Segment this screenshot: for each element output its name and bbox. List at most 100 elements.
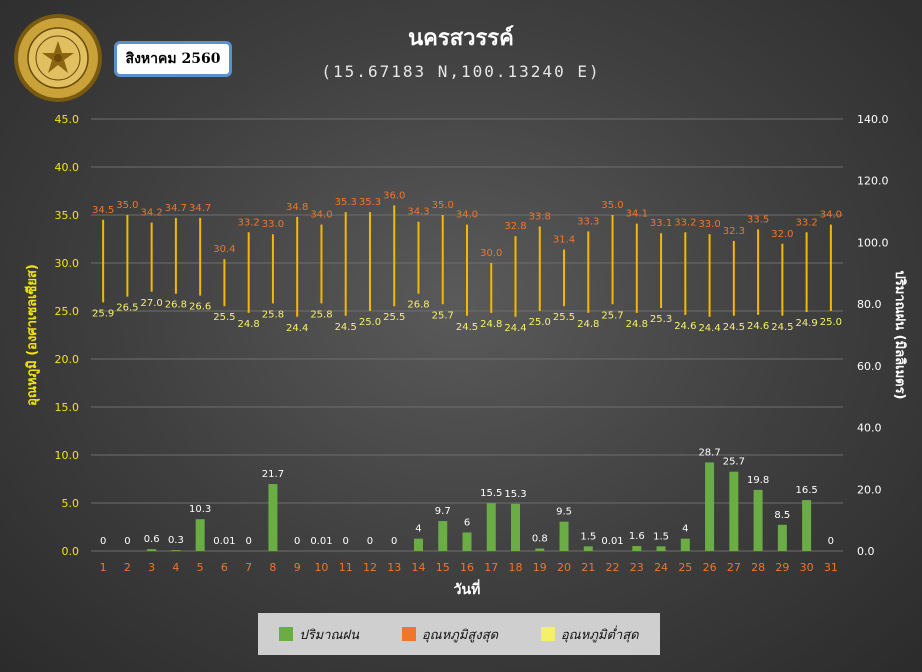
max-temp-label: 32.8: [504, 221, 526, 232]
max-temp-label: 35.0: [116, 200, 138, 211]
y2-tick-label: 60.0: [857, 360, 882, 373]
legend-swatch-min-temp: [540, 627, 555, 641]
x-axis: 1 2 3 4 5 6 7 8 9 10 11 12 13 14 15 16 17 18 19 20 21 22 23 24 2…: [100, 561, 838, 574]
rain-bar: [462, 532, 472, 551]
min-temp-label: 26.8: [165, 300, 187, 311]
rain-data-label: 15.5: [480, 488, 502, 499]
rain-data-label: 0.01: [601, 536, 623, 547]
y-axis-right: 0.0 20.0 40.0 60.0 80.0 100.0 120.0 140.0: [857, 113, 889, 558]
max-temp-label: 34.5: [92, 205, 114, 216]
rain-bar: [777, 524, 787, 551]
legend-swatch-max-temp: [401, 627, 416, 641]
min-temp-label: 24.8: [238, 319, 260, 330]
max-temp-label: 33.5: [747, 214, 769, 225]
rain-data-label: 0: [828, 536, 834, 547]
min-temp-label: 24.5: [723, 322, 745, 333]
min-temp-label: 24.6: [747, 321, 769, 332]
rain-data-label: 4: [415, 524, 421, 535]
max-temp-label: 33.2: [238, 217, 260, 228]
rain-bar: [680, 538, 690, 551]
x-tick-label: 27: [727, 561, 741, 574]
min-temp-label: 27.0: [141, 298, 163, 309]
y2-tick-label: 40.0: [857, 422, 882, 435]
x-tick-label: 14: [411, 561, 425, 574]
meteorological-department-seal: [14, 14, 102, 102]
x-tick-label: 6: [221, 561, 228, 574]
x-tick-label: 8: [269, 561, 276, 574]
x-tick-label: 20: [557, 561, 571, 574]
min-temp-label: 24.9: [795, 318, 817, 329]
min-temp-label: 25.9: [92, 308, 114, 319]
x-axis-label: วันที่: [454, 579, 481, 598]
y2-tick-label: 0.0: [857, 545, 875, 558]
legend-label-min-temp: อุณหภูมิต่ำสุด: [560, 627, 639, 643]
y-tick-label: 5.0: [62, 497, 80, 510]
max-temp-label: 35.0: [601, 200, 623, 211]
x-tick-label: 28: [751, 561, 765, 574]
y-axis-left: 0.0 5.0 10.0 15.0 20.0 25.0 30.0 35.0 40.0 45.0: [55, 113, 80, 558]
min-temp-label: 24.5: [335, 322, 357, 333]
rain-bar: [195, 519, 205, 551]
rain-data-label: 0.3: [168, 535, 184, 546]
max-temp-label: 34.3: [407, 207, 429, 218]
max-temp-label: 33.2: [795, 217, 817, 228]
rain-data-label: 0: [294, 536, 300, 547]
min-temp-label: 24.4: [698, 323, 720, 334]
rain-bar: [486, 503, 496, 551]
y2-axis-label: ปริมาณฝน (มิลลิเมตร): [892, 270, 907, 399]
x-tick-label: 11: [339, 561, 353, 574]
max-temp-label: 34.2: [141, 208, 163, 219]
rain-data-label: 15.3: [504, 489, 526, 500]
min-temp-label: 25.0: [820, 317, 842, 328]
max-temp-label: 35.3: [359, 197, 381, 208]
x-tick-label: 3: [148, 561, 155, 574]
max-temp-label: 32.0: [771, 229, 793, 240]
y-tick-label: 35.0: [55, 209, 80, 222]
rain-data-label: 0: [100, 536, 106, 547]
x-tick-label: 18: [509, 561, 523, 574]
rain-data-label: 6: [464, 517, 470, 528]
x-tick-label: 29: [775, 561, 789, 574]
x-tick-label: 22: [606, 561, 620, 574]
x-tick-label: 23: [630, 561, 644, 574]
x-tick-label: 25: [678, 561, 692, 574]
legend-swatch-rain: [279, 627, 294, 641]
x-tick-label: 1: [100, 561, 107, 574]
legend: ปริมาณฝน อุณหภูมิสูงสุด อุณหภูมิต่ำสุด: [258, 613, 660, 655]
max-temp-label: 32.3: [723, 226, 745, 237]
y-tick-label: 0.0: [62, 545, 80, 558]
max-temp-label: 35.3: [335, 197, 357, 208]
rain-data-label: 0.01: [310, 536, 332, 547]
rain-data-label: 21.7: [262, 469, 284, 480]
max-temp-label: 33.8: [529, 212, 551, 223]
legend-label-max-temp: อุณหภูมิสูงสุด: [421, 627, 499, 643]
grid-lines: [91, 118, 843, 552]
x-tick-label: 26: [703, 561, 717, 574]
min-temp-label: 25.5: [383, 312, 405, 323]
x-tick-label: 15: [436, 561, 450, 574]
max-temp-label: 34.8: [286, 202, 308, 213]
min-temp-label: 25.0: [529, 317, 551, 328]
rain-data-label: 19.8: [747, 475, 769, 486]
y-axis-label: อุณหภูมิ (องศาเซลเซียส): [24, 264, 40, 406]
x-tick-label: 16: [460, 561, 474, 574]
y2-tick-label: 100.0: [857, 236, 889, 249]
rain-data-label: 0.01: [213, 536, 235, 547]
min-temp-label: 24.8: [480, 319, 502, 330]
month-label: สิงหาคม 2560: [114, 41, 232, 77]
min-temp-label: 24.5: [771, 322, 793, 333]
rain-bar: [535, 548, 545, 551]
min-temp-label: 26.8: [407, 300, 429, 311]
y2-tick-label: 140.0: [857, 113, 889, 126]
max-temp-label: 34.7: [165, 203, 187, 214]
rain-bar: [171, 550, 181, 551]
rain-data-label: 8.5: [774, 510, 790, 521]
rain-data-label: 16.5: [795, 485, 817, 496]
legend-item-rain: ปริมาณฝน: [279, 624, 359, 645]
x-tick-label: 12: [363, 561, 377, 574]
rain-data-label: 0.8: [532, 534, 548, 545]
rain-data-label: 9.7: [435, 506, 451, 517]
rain-bar: [413, 538, 423, 551]
max-temp-label: 34.1: [626, 209, 648, 220]
rain-data-label: 4: [682, 524, 688, 535]
